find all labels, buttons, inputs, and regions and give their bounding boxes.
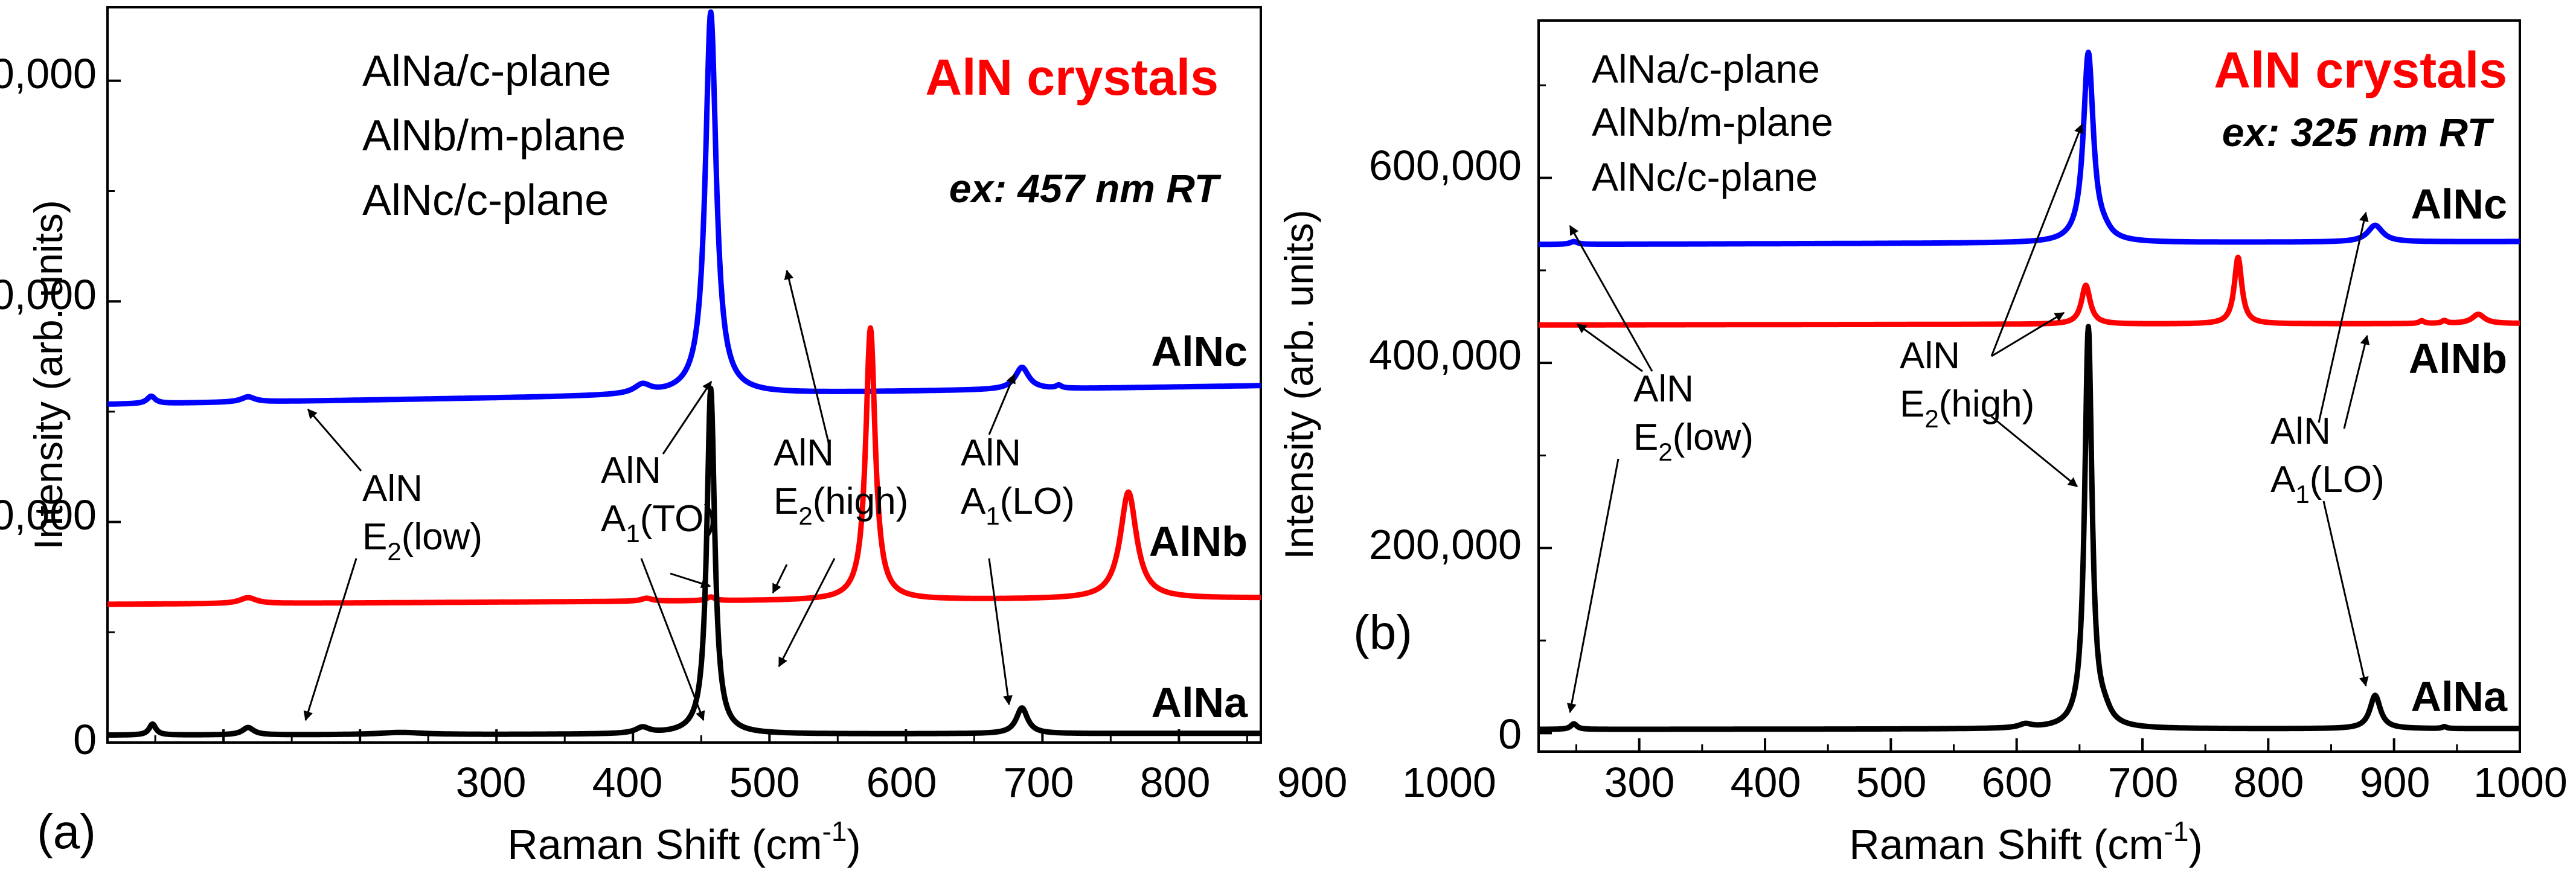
y-tick-label: 0 [73, 716, 97, 763]
x-tick-label: 1000 [2473, 759, 2568, 806]
x-tick-label: 700 [2108, 759, 2179, 806]
arrow [778, 558, 836, 668]
curve-label-alna: AlNa [1152, 679, 1249, 726]
spectra [1536, 50, 2522, 732]
x-tick-label: 300 [1604, 759, 1675, 806]
arrow [988, 373, 1016, 435]
x-axis-label: Raman Shift (cm-1) [507, 816, 860, 868]
x-tick-label: 300 [456, 759, 527, 806]
panel-label: (a) [37, 805, 96, 858]
x-axis-label: Raman Shift (cm-1) [1849, 816, 2202, 868]
curve-label-alna: AlNa [2411, 673, 2508, 720]
x-tick-label: 400 [1731, 759, 1801, 806]
arrow [1569, 225, 1653, 372]
y-axis-label: Intensity (arb. units) [1277, 209, 1321, 560]
y-axis-label: Intensity (arb. units) [26, 200, 71, 550]
series-line-alnb [105, 325, 1263, 607]
annotation-a1-lo: AlN A1(LO) [961, 432, 1075, 530]
arrow [2322, 500, 2369, 687]
arrow [784, 269, 831, 448]
panel-label: (b) [1353, 606, 1412, 659]
annotation-arrows [1566, 123, 2370, 714]
sample-label: AlNa/c-plane [362, 47, 611, 95]
arrow [303, 558, 357, 721]
sample-label: AlNc/c-plane [362, 176, 609, 225]
panel-a: 900,000 600,000 300,000 0 300 400 500 60… [0, 6, 1496, 868]
annotation-e2-high: AlN E2(high) [1900, 335, 2034, 433]
annotation-arrows [303, 269, 1016, 721]
annotation-e2-low: AlN E2(low) [1633, 368, 1754, 466]
spectra [105, 9, 1263, 738]
y-tick-label: 600,000 [1369, 142, 1522, 189]
arrow [1566, 458, 1620, 714]
sample-label: AlNa/c-plane [1592, 46, 1820, 91]
x-tick-label: 900 [1277, 759, 1348, 806]
arrow [2318, 211, 2369, 423]
y-tick-label: 600,000 [0, 271, 97, 318]
y-tick-label: 300,000 [0, 491, 97, 538]
series-line-alnc [105, 9, 1263, 407]
curve-label-alnb: AlNb [2409, 335, 2507, 382]
arrow [1991, 415, 2078, 488]
panel-b: 600,000 400,000 200,000 0 300 400 500 60… [1277, 19, 2568, 868]
axis-ticks [1539, 84, 2521, 752]
curve-label-alnc: AlNc [1152, 328, 1248, 375]
sample-label: AlNc/c-plane [1592, 155, 1818, 199]
plot-frame [106, 6, 1262, 744]
x-tick-label: 900 [2360, 759, 2430, 806]
x-tick-label: 600 [1982, 759, 2052, 806]
plot-frame [1537, 19, 2521, 753]
series-line-alna [1536, 324, 2522, 732]
arrow [307, 408, 362, 471]
arrow [1576, 323, 1643, 372]
arrow [640, 558, 705, 721]
x-tick-label: 400 [592, 759, 663, 806]
arrow [988, 558, 1013, 706]
x-tick-label: 1000 [1402, 759, 1496, 806]
arrow [670, 572, 711, 589]
arrow [662, 380, 713, 455]
curve-label-alnb: AlNb [1149, 518, 1248, 565]
y-tick-label: 900,000 [0, 50, 97, 97]
arrow [772, 564, 788, 594]
arrow [2343, 334, 2370, 429]
y-tick-label: 0 [1498, 711, 1522, 758]
curve-label-alnc: AlNc [2411, 181, 2507, 228]
y-tick-label: 400,000 [1369, 331, 1522, 379]
annotation-a1-to: AlN A1(TO) [601, 450, 716, 548]
chart-title: AlN crystals [2214, 42, 2507, 98]
arrow [1991, 312, 2065, 357]
annotation-e2-high: AlN E2(high) [774, 432, 908, 530]
x-tick-label: 800 [2234, 759, 2304, 806]
x-tick-label: 600 [867, 759, 937, 806]
series-line-alnc [1536, 50, 2522, 248]
x-tick-label: 500 [1856, 759, 1927, 806]
annotation-e2-low: AlN E2(low) [362, 468, 482, 566]
series-line-alna [105, 386, 1263, 738]
excitation-label: ex: 325 nm RT [2222, 110, 2494, 155]
chart-title: AlN crystals [925, 49, 1219, 106]
annotation-a1-lo: AlN A1(LO) [2270, 411, 2385, 508]
excitation-label: ex: 457 nm RT [949, 166, 1222, 211]
sample-label: AlNb/m-plane [1592, 100, 1833, 144]
arrow [1990, 123, 2084, 357]
x-tick-label: 700 [1004, 759, 1074, 806]
y-tick-label: 200,000 [1369, 521, 1522, 568]
x-tick-label: 500 [729, 759, 800, 806]
series-line-alnb [1536, 254, 2522, 328]
x-tick-label: 800 [1140, 759, 1211, 806]
sample-label: AlNb/m-plane [362, 112, 626, 160]
